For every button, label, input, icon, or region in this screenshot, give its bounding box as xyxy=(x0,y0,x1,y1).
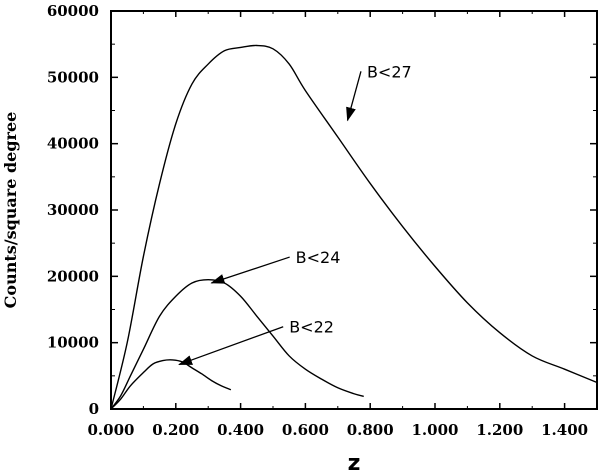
y-tick-label: 60000 xyxy=(47,2,99,20)
x-tick-label: 0.800 xyxy=(347,421,394,439)
x-axis-title: z xyxy=(348,451,361,474)
annotation-label: B<22 xyxy=(289,318,334,337)
x-tick-label: 1.400 xyxy=(541,421,588,439)
x-tick-label: 0.000 xyxy=(88,421,135,439)
annotation-arrow xyxy=(210,256,290,284)
series-line-blt-22 xyxy=(110,359,232,410)
y-tick-label: 20000 xyxy=(47,267,99,285)
series-line-blt-24 xyxy=(110,278,364,410)
x-tick-label: 1.000 xyxy=(412,421,459,439)
annotation-label: B<24 xyxy=(296,248,341,267)
annotation-label: B<27 xyxy=(367,62,412,81)
y-tick-label: 10000 xyxy=(47,334,99,352)
x-tick-label: 0.400 xyxy=(217,421,264,439)
plot-frame xyxy=(110,10,598,410)
annotation-arrow xyxy=(178,326,284,366)
y-tick-label: 30000 xyxy=(47,201,99,219)
annotation-arrow xyxy=(346,71,362,122)
series-line-blt-27 xyxy=(110,44,598,410)
x-tick-label: 1.200 xyxy=(476,421,523,439)
y-axis-title: Counts/square degree xyxy=(1,112,20,309)
y-tick-label: 40000 xyxy=(47,135,99,153)
y-tick-label: 50000 xyxy=(47,68,99,86)
y-tick-label: 0 xyxy=(89,400,99,418)
x-tick-label: 0.200 xyxy=(152,421,199,439)
x-tick-label: 0.600 xyxy=(282,421,329,439)
